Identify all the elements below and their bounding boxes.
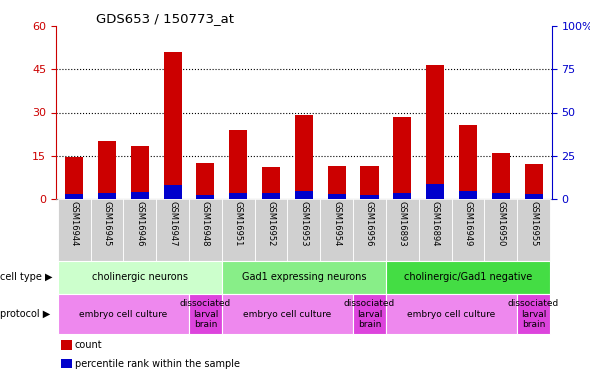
Bar bbox=[451, 199, 484, 261]
Bar bbox=[65, 157, 83, 199]
Text: cholinergic neurons: cholinergic neurons bbox=[91, 273, 188, 282]
Text: GSM16946: GSM16946 bbox=[135, 201, 144, 246]
Bar bbox=[189, 199, 222, 261]
Bar bbox=[222, 294, 353, 334]
Bar bbox=[459, 125, 477, 199]
Bar bbox=[90, 199, 123, 261]
Bar bbox=[189, 294, 222, 334]
Text: cholinergic/Gad1 negative: cholinergic/Gad1 negative bbox=[404, 273, 532, 282]
Bar bbox=[353, 199, 386, 261]
Bar bbox=[426, 65, 444, 199]
Bar bbox=[360, 166, 379, 199]
Text: GSM16951: GSM16951 bbox=[234, 201, 242, 246]
Bar bbox=[196, 195, 214, 199]
Bar bbox=[98, 193, 116, 199]
Text: GSM16954: GSM16954 bbox=[332, 201, 341, 246]
Bar bbox=[360, 195, 379, 199]
Bar bbox=[58, 261, 222, 294]
Text: GSM16956: GSM16956 bbox=[365, 201, 374, 246]
Bar bbox=[525, 164, 543, 199]
Bar bbox=[484, 199, 517, 261]
Text: GSM16945: GSM16945 bbox=[103, 201, 112, 246]
Bar bbox=[163, 52, 182, 199]
Bar bbox=[131, 192, 149, 199]
Bar bbox=[353, 294, 386, 334]
Bar bbox=[131, 146, 149, 199]
Bar bbox=[459, 191, 477, 199]
Bar bbox=[517, 294, 550, 334]
Text: GSM16944: GSM16944 bbox=[70, 201, 78, 246]
Text: dissociated
larval
brain: dissociated larval brain bbox=[344, 299, 395, 329]
Bar bbox=[222, 199, 255, 261]
Bar bbox=[327, 194, 346, 199]
Bar bbox=[65, 194, 83, 199]
Text: GSM16948: GSM16948 bbox=[201, 201, 210, 246]
Text: GDS653 / 150773_at: GDS653 / 150773_at bbox=[96, 12, 234, 25]
Bar bbox=[262, 167, 280, 199]
Text: Gad1 expressing neurons: Gad1 expressing neurons bbox=[241, 273, 366, 282]
Bar bbox=[517, 199, 550, 261]
Text: GSM16953: GSM16953 bbox=[299, 201, 309, 246]
Bar bbox=[196, 163, 214, 199]
Text: cell type ▶: cell type ▶ bbox=[0, 273, 53, 282]
Bar bbox=[525, 194, 543, 199]
Text: GSM16949: GSM16949 bbox=[464, 201, 473, 246]
Bar bbox=[229, 193, 247, 199]
Bar bbox=[156, 199, 189, 261]
Text: count: count bbox=[75, 340, 103, 350]
Bar bbox=[222, 261, 386, 294]
Text: GSM16952: GSM16952 bbox=[267, 201, 276, 246]
Text: embryo cell culture: embryo cell culture bbox=[408, 310, 496, 319]
Text: protocol ▶: protocol ▶ bbox=[0, 309, 50, 319]
Text: GSM16893: GSM16893 bbox=[398, 201, 407, 246]
Bar bbox=[295, 116, 313, 199]
Text: dissociated
larval
brain: dissociated larval brain bbox=[180, 299, 231, 329]
Text: GSM16947: GSM16947 bbox=[168, 201, 177, 246]
Text: percentile rank within the sample: percentile rank within the sample bbox=[75, 359, 240, 369]
Bar bbox=[229, 130, 247, 199]
Bar bbox=[394, 193, 411, 199]
Bar bbox=[386, 294, 517, 334]
Bar bbox=[386, 199, 419, 261]
Bar bbox=[320, 199, 353, 261]
Text: GSM16955: GSM16955 bbox=[529, 201, 538, 246]
Bar bbox=[491, 193, 510, 199]
Bar bbox=[58, 199, 90, 261]
Text: GSM16950: GSM16950 bbox=[496, 201, 505, 246]
Bar bbox=[123, 199, 156, 261]
Bar bbox=[419, 199, 451, 261]
Text: embryo cell culture: embryo cell culture bbox=[243, 310, 332, 319]
Bar bbox=[58, 294, 189, 334]
Text: dissociated
larval
brain: dissociated larval brain bbox=[508, 299, 559, 329]
Bar bbox=[163, 185, 182, 199]
Bar bbox=[327, 166, 346, 199]
Bar bbox=[491, 153, 510, 199]
Bar bbox=[287, 199, 320, 261]
Bar bbox=[426, 184, 444, 199]
Bar bbox=[262, 193, 280, 199]
Bar bbox=[98, 141, 116, 199]
Bar bbox=[295, 191, 313, 199]
Text: GSM16894: GSM16894 bbox=[431, 201, 440, 246]
Bar bbox=[386, 261, 550, 294]
Text: embryo cell culture: embryo cell culture bbox=[79, 310, 168, 319]
Bar bbox=[255, 199, 287, 261]
Bar bbox=[394, 117, 411, 199]
